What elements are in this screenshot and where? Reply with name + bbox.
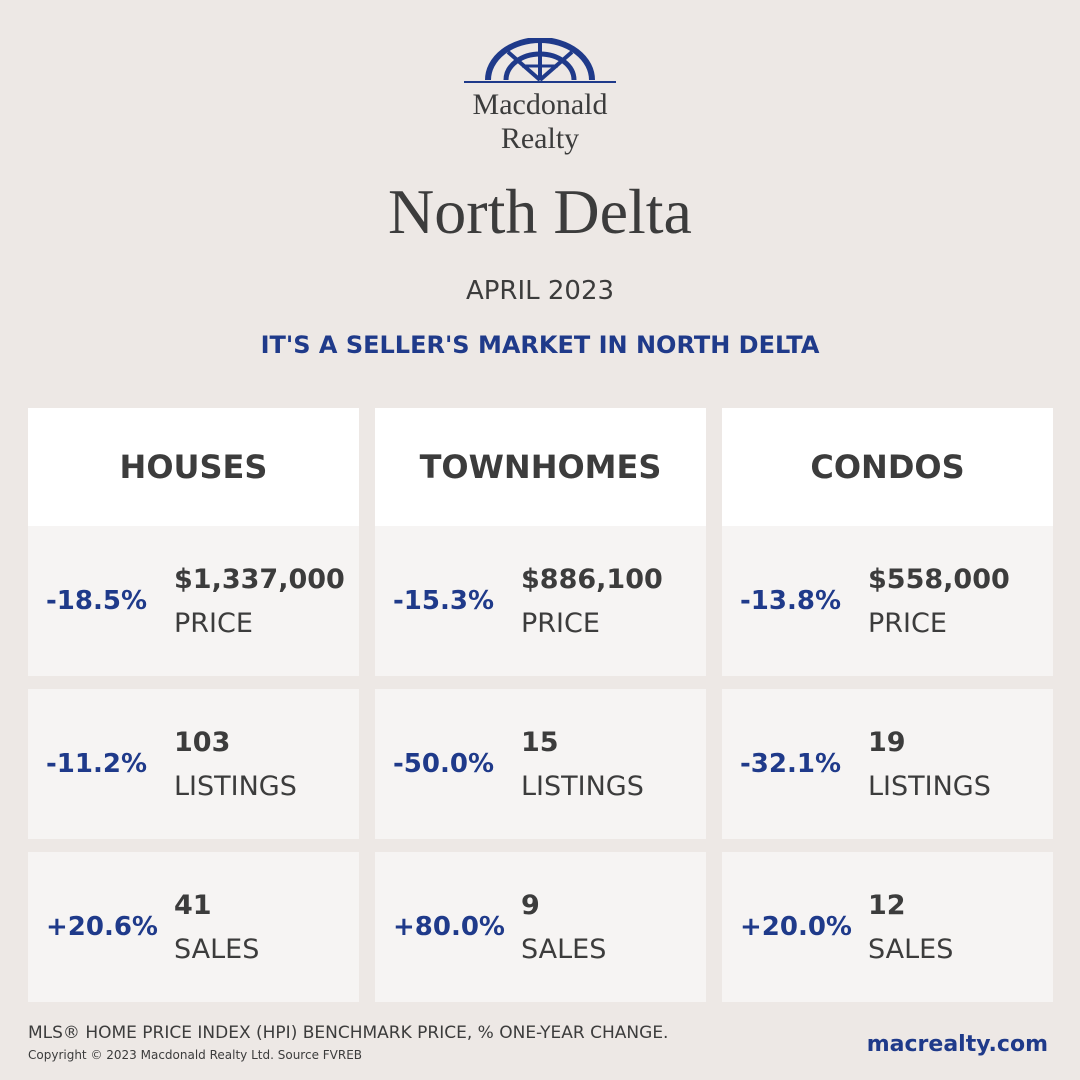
page-title: North Delta: [388, 176, 692, 247]
percent-change: -18.5%: [46, 586, 147, 616]
metric-value: 103: [174, 727, 231, 758]
metric-value: 19: [868, 727, 906, 758]
column-heading: TOWNHOMES: [375, 408, 706, 526]
houses-column: HOUSES -18.5% $1,337,000 PRICE -11.2% 10…: [28, 408, 359, 1002]
sales-cell: +20.0% 12 SALES: [722, 852, 1053, 1002]
percent-change: -13.8%: [740, 586, 841, 616]
metric-label: SALES: [868, 934, 954, 965]
percent-change: -32.1%: [740, 749, 841, 779]
percent-change: -11.2%: [46, 749, 147, 779]
arch-logo-icon: [464, 38, 616, 83]
copyright-text: Copyright © 2023 Macdonald Realty Ltd. S…: [28, 1048, 363, 1062]
metric-value: 15: [521, 727, 559, 758]
metric-label: SALES: [521, 934, 607, 965]
townhomes-column: TOWNHOMES -15.3% $886,100 PRICE -50.0% 1…: [375, 408, 706, 1002]
price-cell: -13.8% $558,000 PRICE: [722, 526, 1053, 676]
listings-cell: -32.1% 19 LISTINGS: [722, 689, 1053, 839]
percent-change: +20.0%: [740, 912, 852, 942]
listings-cell: -11.2% 103 LISTINGS: [28, 689, 359, 839]
percent-change: +80.0%: [393, 912, 505, 942]
footnote: MLS® HOME PRICE INDEX (HPI) BENCHMARK PR…: [28, 1023, 669, 1043]
price-cell: -15.3% $886,100 PRICE: [375, 526, 706, 676]
column-heading: HOUSES: [28, 408, 359, 526]
metric-label: LISTINGS: [174, 771, 297, 802]
column-heading: CONDOS: [722, 408, 1053, 526]
sales-cell: +80.0% 9 SALES: [375, 852, 706, 1002]
percent-change: +20.6%: [46, 912, 158, 942]
market-tagline: IT'S A SELLER'S MARKET IN NORTH DELTA: [260, 331, 820, 359]
metric-value: 9: [521, 890, 540, 921]
metric-label: SALES: [174, 934, 260, 965]
metric-label: PRICE: [868, 608, 947, 639]
brand-logo: Macdonald Realty: [440, 38, 640, 168]
metric-label: LISTINGS: [521, 771, 644, 802]
logo-line-1: Macdonald: [472, 88, 608, 121]
condos-column: CONDOS -13.8% $558,000 PRICE -32.1% 19 L…: [722, 408, 1053, 1002]
percent-change: -15.3%: [393, 586, 494, 616]
metric-value: 12: [868, 890, 906, 921]
listings-cell: -50.0% 15 LISTINGS: [375, 689, 706, 839]
metric-value: $558,000: [868, 564, 1010, 595]
metric-value: 41: [174, 890, 212, 921]
website-link[interactable]: macrealty.com: [866, 1032, 1048, 1057]
metric-label: PRICE: [174, 608, 253, 639]
price-cell: -18.5% $1,337,000 PRICE: [28, 526, 359, 676]
percent-change: -50.0%: [393, 749, 494, 779]
metric-value: $1,337,000: [174, 564, 345, 595]
metric-label: LISTINGS: [868, 771, 991, 802]
report-month: APRIL 2023: [465, 276, 615, 306]
logo-line-2: Realty: [500, 122, 580, 155]
metric-value: $886,100: [521, 564, 663, 595]
metric-label: PRICE: [521, 608, 600, 639]
sales-cell: +20.6% 41 SALES: [28, 852, 359, 1002]
